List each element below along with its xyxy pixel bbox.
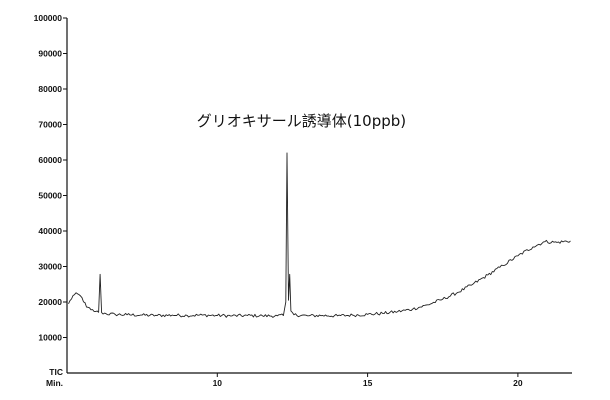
y-axis-label: TIC [49, 367, 63, 377]
x-tick-label: 10 [213, 378, 223, 388]
x-tick-label: 15 [363, 378, 373, 388]
y-tick-label: 40000 [38, 226, 62, 236]
y-tick-label: 100000 [34, 13, 63, 23]
y-tick-label: 90000 [38, 49, 62, 59]
peak-annotation: グリオキサール誘導体(10ppb) [197, 112, 406, 130]
chromatogram-trace [68, 152, 571, 318]
y-tick-label: 50000 [38, 191, 62, 201]
x-axis-label: Min. [46, 378, 63, 388]
y-tick-label: 80000 [38, 84, 62, 94]
y-tick-label: 30000 [38, 262, 62, 272]
y-tick-label: 60000 [38, 155, 62, 165]
y-tick-label: 70000 [38, 120, 62, 130]
y-tick-label: 10000 [38, 333, 62, 343]
y-tick-label: 20000 [38, 297, 62, 307]
x-tick-label: 20 [513, 378, 523, 388]
